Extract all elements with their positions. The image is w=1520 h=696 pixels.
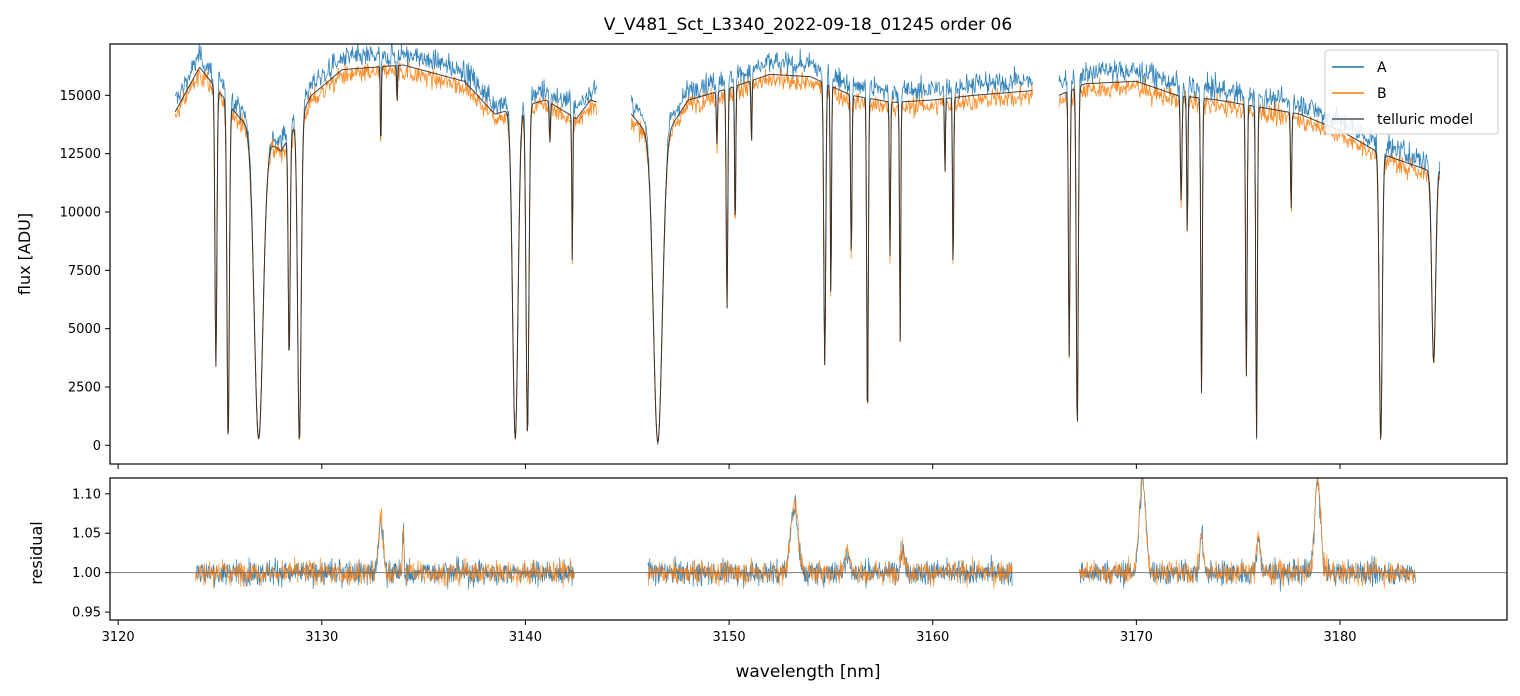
spectrum-y-tick-label: 5000 (68, 322, 101, 337)
x-tick-label: 3150 (713, 630, 746, 645)
residual-line-b-seg-1 (195, 508, 575, 590)
legend: A B telluric model (1324, 49, 1499, 135)
spectrum-y-label: flux [ADU] (15, 213, 34, 295)
telluric-model-line-seg-2 (630, 73, 1033, 445)
legend-label-a: A (1377, 60, 1387, 76)
residual-y-tick-label: 1.05 (72, 527, 101, 542)
legend-label-model: telluric model (1377, 112, 1473, 128)
spectrum-y-tick-label: 2500 (68, 381, 101, 396)
spectrum-line-a-seg-1 (174, 44, 598, 441)
telluric-model-line-seg-1 (174, 64, 597, 440)
x-axis-label: wavelength [nm] (735, 662, 880, 682)
residual-line-b-seg-3 (1078, 478, 1416, 589)
spectrum-y-axis: 0 2500 5000 7500 10000 12500 15000 (60, 89, 110, 454)
chart-title: V_V481_Sct_L3340_2022-09-18_01245 order … (604, 15, 1012, 35)
spectrum-line-a-seg-3 (1058, 60, 1441, 440)
spectrum-x-ticks (117, 464, 1341, 469)
telluric-model-line-seg-3 (1058, 80, 1441, 440)
spectrum-y-tick-label: 0 (93, 439, 101, 454)
x-tick-label: 3120 (102, 630, 135, 645)
residual-y-tick-label: 1.10 (72, 487, 101, 502)
residual-y-label: residual (27, 521, 46, 584)
legend-box (1324, 49, 1499, 135)
x-tick-label: 3160 (916, 630, 949, 645)
residual-frame (109, 477, 1508, 621)
spectrum-line-b-seg-1 (174, 61, 598, 441)
residual-y-tick-label: 0.95 (72, 606, 101, 621)
spectrum-y-tick-label: 12500 (60, 147, 101, 162)
spectrum-y-tick-label: 15000 (60, 89, 101, 104)
spectrum-y-tick-label: 7500 (68, 264, 101, 279)
spectrum-series (174, 44, 1441, 445)
spectrum-frame (109, 43, 1508, 465)
residual-line-b-seg-2 (647, 496, 1013, 589)
residual-line-a-seg-2 (647, 494, 1013, 589)
residual-series (110, 478, 1507, 592)
residual-line-a-seg-3 (1078, 478, 1416, 592)
residual-y-axis: 0.95 1.00 1.05 1.10 (72, 487, 110, 621)
residual-x-axis: 3120 3130 3140 3150 3160 3170 3180 (102, 620, 1357, 645)
x-tick-label: 3170 (1120, 630, 1153, 645)
x-tick-label: 3140 (509, 630, 542, 645)
residual-y-tick-label: 1.00 (72, 566, 101, 581)
x-tick-label: 3130 (305, 630, 338, 645)
x-tick-label: 3180 (1323, 630, 1356, 645)
spectrum-y-tick-label: 10000 (60, 206, 101, 221)
legend-label-b: B (1377, 86, 1387, 102)
